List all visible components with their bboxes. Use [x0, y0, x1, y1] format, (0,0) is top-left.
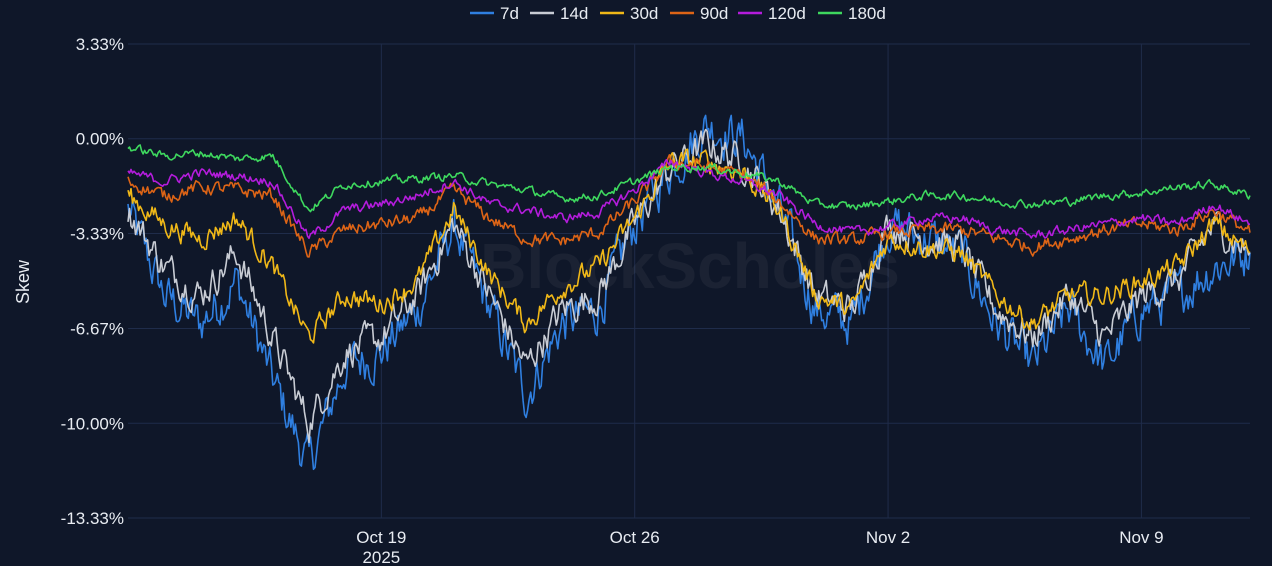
watermark: BlockScholes — [480, 230, 900, 302]
legend-item-30d[interactable]: 30d — [600, 4, 658, 23]
legend-label: 7d — [500, 4, 519, 23]
y-tick-label: -3.33% — [70, 224, 124, 243]
legend-item-180d[interactable]: 180d — [818, 4, 886, 23]
series-line-7d — [127, 114, 1251, 471]
x-tick-year-label: 2025 — [362, 548, 400, 566]
legend-label: 120d — [768, 4, 806, 23]
y-tick-label: -6.67% — [70, 320, 124, 339]
legend-item-90d[interactable]: 90d — [670, 4, 728, 23]
legend-item-14d[interactable]: 14d — [530, 4, 588, 23]
legend-item-7d[interactable]: 7d — [470, 4, 519, 23]
y-axis-label: Skew — [13, 259, 33, 304]
y-tick-label: -10.00% — [61, 414, 124, 433]
x-tick-label: Oct 26 — [610, 528, 660, 547]
legend-label: 90d — [700, 4, 728, 23]
series-layer — [127, 114, 1251, 471]
legend-label: 14d — [560, 4, 588, 23]
legend-label: 30d — [630, 4, 658, 23]
series-line-180d — [127, 144, 1251, 213]
legend-item-120d[interactable]: 120d — [738, 4, 806, 23]
series-line-90d — [127, 154, 1251, 258]
series-line-30d — [127, 148, 1251, 344]
y-tick-label: -13.33% — [61, 509, 124, 528]
x-tick-label: Oct 19 — [356, 528, 406, 547]
y-tick-label: 3.33% — [76, 35, 124, 54]
x-tick-label: Nov 2 — [866, 528, 910, 547]
x-tick-label: Nov 9 — [1119, 528, 1163, 547]
legend-label: 180d — [848, 4, 886, 23]
legend[interactable]: 7d 14d 30d 90d 120d 180d — [470, 4, 886, 23]
y-axis-ticks: 3.33% 0.00% -3.33% -6.67% -10.00% -13.33% — [61, 35, 124, 528]
series-line-120d — [127, 158, 1251, 240]
y-tick-label: 0.00% — [76, 130, 124, 149]
